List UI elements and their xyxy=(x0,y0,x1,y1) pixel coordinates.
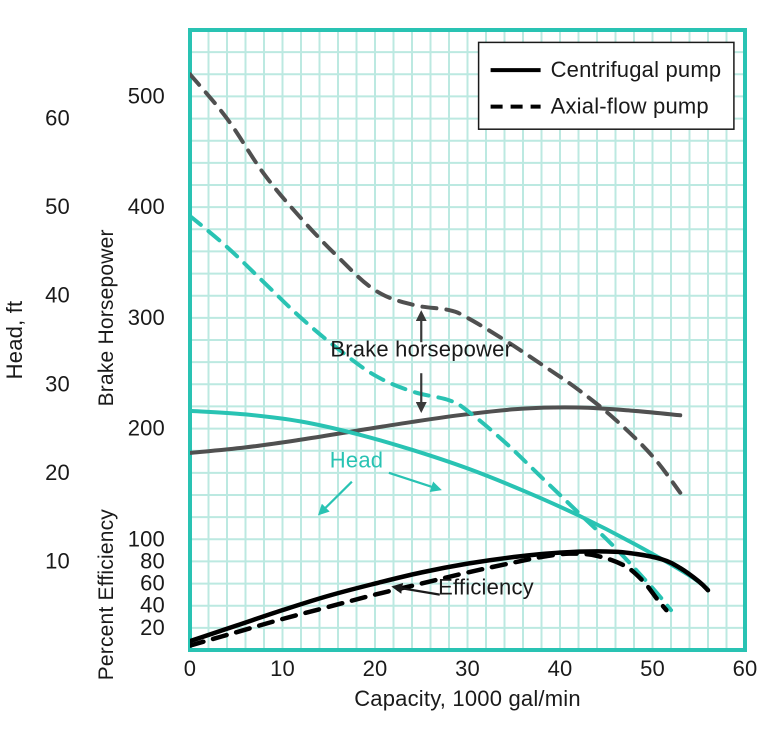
y-axis-title-head: Head, ft xyxy=(2,301,27,380)
y-tick-label-head: 30 xyxy=(45,371,70,396)
annotation-label: Efficiency xyxy=(438,575,534,600)
pump-curves-chart: 0102030405060Capacity, 1000 gal/min20406… xyxy=(0,0,784,742)
y-tick-label-bhp: 300 xyxy=(128,305,165,330)
x-axis-title: Capacity, 1000 gal/min xyxy=(354,686,581,711)
y-tick-label-bhp: 400 xyxy=(128,194,165,219)
y-tick-label-eff: 40 xyxy=(140,593,165,618)
y-axis-title-bhp: Brake Horsepower xyxy=(95,229,118,406)
y-tick-label-eff: 80 xyxy=(140,548,165,573)
y-tick-label-head: 20 xyxy=(45,460,70,485)
annotation-label: Head xyxy=(330,447,383,472)
x-tick-label: 50 xyxy=(640,656,665,681)
x-tick-label: 20 xyxy=(363,656,388,681)
y-tick-label-head: 60 xyxy=(45,106,70,131)
legend-label: Centrifugal pump xyxy=(551,57,722,82)
x-tick-label: 60 xyxy=(733,656,758,681)
y-tick-label-bhp: 100 xyxy=(128,526,165,551)
y-tick-label-bhp: 500 xyxy=(128,83,165,108)
legend-label: Axial-flow pump xyxy=(551,94,709,119)
x-tick-label: 30 xyxy=(455,656,480,681)
y-tick-label-eff: 60 xyxy=(140,571,165,596)
y-tick-label-eff: 20 xyxy=(140,615,165,640)
y-tick-label-head: 40 xyxy=(45,283,70,308)
y-tick-label-head: 50 xyxy=(45,194,70,219)
x-tick-label: 40 xyxy=(548,656,573,681)
y-tick-label-head: 10 xyxy=(45,548,70,573)
x-tick-label: 10 xyxy=(270,656,295,681)
y-tick-label-bhp: 200 xyxy=(128,416,165,441)
x-tick-label: 0 xyxy=(184,656,196,681)
y-axis-title-eff: Percent Efficiency xyxy=(95,509,118,681)
